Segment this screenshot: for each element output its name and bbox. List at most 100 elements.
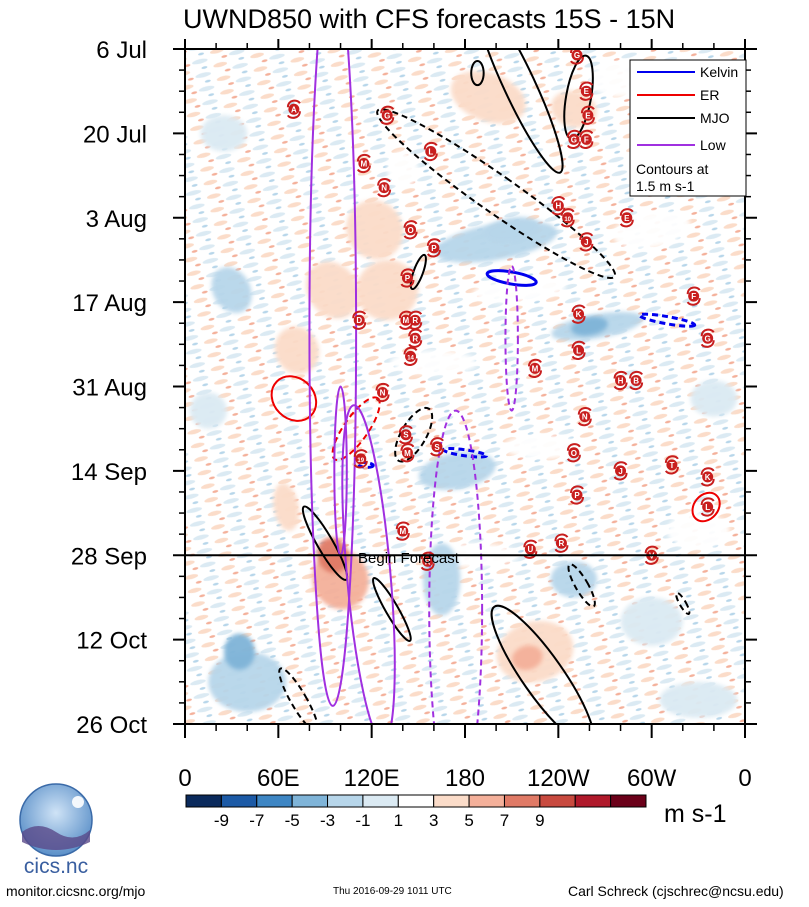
storm-marker-body [702, 501, 714, 513]
storm-marker-label: R [559, 539, 565, 548]
anomaly-patch-26 [418, 451, 496, 490]
colorbar-label-1: -7 [249, 811, 264, 830]
low-contour-23 [504, 264, 519, 412]
storm-marker-arms [380, 105, 395, 125]
storm-marker-body [422, 555, 434, 567]
storm-marker-body [702, 332, 714, 344]
storm-marker-label: M [399, 527, 406, 536]
colorbar-swatch-2 [256, 794, 293, 808]
x-tick-label-1: 60E [257, 765, 300, 792]
legend: Kelvin ER MJO Low Contours at 1.5 m s-1 [629, 59, 747, 197]
chart-title: UWND850 with CFS forecasts 15S - 15N [183, 4, 675, 34]
colorbar-swatch-12 [610, 794, 647, 808]
storm-marker: A [286, 99, 301, 119]
storm-marker-arms [430, 437, 444, 457]
colorbar-swatch-5 [362, 794, 399, 808]
storm-marker: E [619, 208, 634, 228]
x-tick-label-6: 0 [738, 765, 751, 792]
colorbar-swatch-11 [574, 794, 612, 808]
storm-marker-label: N [381, 184, 387, 193]
y-tick-label-8: 26 Oct [76, 712, 147, 739]
anomaly-patch-29 [659, 681, 738, 718]
storm-marker: J [613, 461, 628, 481]
legend-label-low: Low [700, 137, 727, 153]
storm-marker-body [571, 49, 583, 61]
storm-marker-body [431, 441, 443, 453]
colorbar-label-4: -1 [355, 811, 370, 830]
storm-marker: N [577, 407, 592, 427]
logo-mountains [22, 826, 90, 850]
storm-marker-body [555, 537, 567, 549]
storm-marker-body [405, 350, 417, 362]
low-contour-22 [428, 409, 484, 724]
colorbar-swatch-7 [433, 794, 470, 808]
anomaly-patch-19 [211, 267, 252, 313]
x-tick-label-4: 120W [527, 765, 590, 792]
storm-marker-label: N [582, 413, 588, 422]
legend-label-kelvin: Kelvin [700, 64, 738, 80]
storm-marker-label: H [555, 202, 561, 211]
storm-marker-body [573, 308, 585, 320]
storm-marker-label: K [705, 473, 711, 482]
anomaly-patch-8 [511, 645, 543, 671]
storm-marker-label: L [576, 346, 581, 355]
anomaly-patch-31 [189, 392, 227, 429]
storm-marker: D [352, 310, 367, 330]
storm-marker-arms [566, 443, 581, 463]
storm-marker-body [400, 429, 412, 441]
y-tick-label-7: 12 Oct [76, 628, 147, 655]
storm-marker-body [358, 158, 370, 170]
storm-marker-arms [571, 304, 586, 324]
anomaly-patch-23 [484, 216, 540, 243]
storm-marker-body [397, 525, 409, 537]
y-tick-label-3: 17 Aug [72, 290, 147, 317]
storm-marker: O [566, 443, 581, 463]
legend-note-line1: Contours at [636, 161, 708, 177]
storm-marker-label: J [618, 467, 622, 476]
x-tick-label-2: 120E [344, 765, 400, 792]
legend-box [629, 59, 747, 197]
storm-marker: G [700, 328, 715, 348]
wave-contours [270, 49, 721, 724]
mjo-contour-0 [475, 49, 564, 174]
anomaly-patch-32 [690, 380, 738, 417]
logo-sun [72, 796, 84, 808]
storm-marker: P [400, 268, 415, 288]
storm-marker: G [566, 129, 581, 150]
colorbar-label-2: -5 [285, 811, 300, 830]
storm-marker-body [425, 145, 437, 157]
storm-marker-arms [353, 449, 368, 469]
storm-marker: L [700, 497, 715, 517]
storm-marker-body [405, 224, 417, 236]
low-contour-19 [308, 49, 358, 707]
storm-marker-arms [700, 497, 715, 517]
storm-marker-label: O [407, 226, 413, 235]
storm-marker-label: 14 [407, 355, 414, 361]
storm-marker: T [664, 455, 679, 475]
anomaly-patch-15 [667, 513, 730, 550]
mjo-contour-4 [409, 253, 427, 291]
storm-marker: H [551, 196, 566, 216]
storm-marker-arms [700, 328, 715, 348]
storm-marker-arms [664, 455, 679, 475]
storm-marker-arms [286, 99, 301, 119]
storm-marker-label: U [527, 545, 533, 554]
storm-marker-arms [528, 358, 542, 379]
storm-marker-label: M [361, 160, 368, 169]
storm-marker-body [524, 543, 536, 555]
colorbar: -9 -7 -5 -3 -1 1 3 5 7 9 [185, 794, 647, 830]
storm-marker-arms [566, 129, 581, 150]
anomaly-patch-2 [346, 200, 404, 260]
storm-marker-arms [579, 232, 594, 252]
logo-text: cics.nc [24, 855, 88, 878]
colorbar-swatch-4 [327, 794, 364, 808]
storm-marker-body [579, 411, 591, 423]
storm-marker-label: E [624, 214, 630, 223]
colorbar-label-8: 7 [500, 811, 509, 830]
storm-marker-body [378, 182, 390, 194]
colorbar-swatch-6 [397, 794, 435, 808]
footer-url: monitor.cicsnc.org/mjo [6, 883, 146, 899]
storm-marker: U [523, 539, 538, 559]
storm-marker-arms [426, 238, 441, 258]
